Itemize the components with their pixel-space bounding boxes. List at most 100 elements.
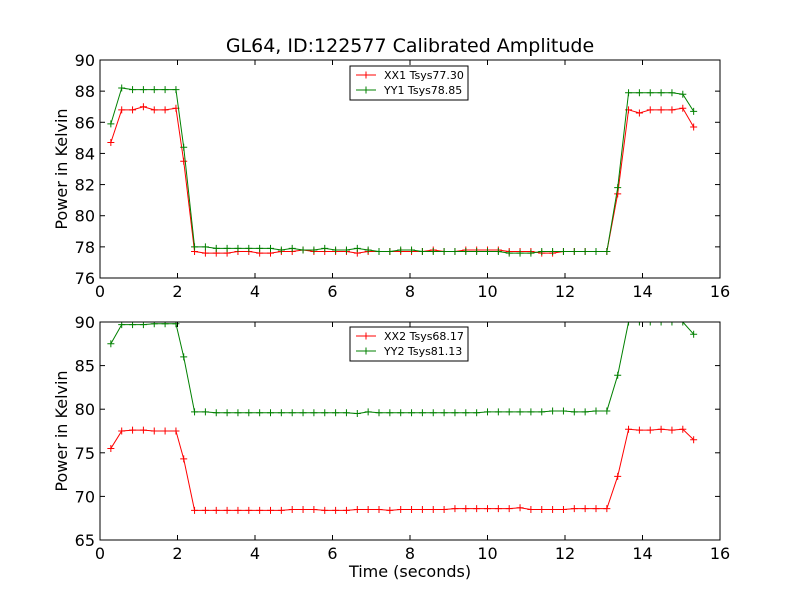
data-point [635, 89, 643, 97]
legend-marker [362, 332, 370, 340]
x-tick-label: 0 [95, 282, 105, 301]
data-point [180, 455, 188, 463]
x-tick-label: 10 [477, 544, 497, 563]
data-point [150, 322, 158, 328]
data-point [538, 505, 546, 513]
data-point [549, 505, 557, 513]
series-2-group [107, 84, 698, 257]
data-point [321, 244, 329, 252]
y-tick-label: 70 [75, 487, 95, 506]
data-point [150, 106, 158, 114]
y-tick-label: 90 [75, 313, 95, 332]
data-point [172, 86, 180, 94]
data-point [559, 407, 567, 415]
data-point [299, 505, 307, 513]
data-point [310, 505, 318, 513]
data-point [161, 427, 169, 435]
data-point [397, 246, 405, 254]
data-point [570, 248, 578, 256]
data-point [527, 249, 535, 257]
legend-label: YY1 Tsys78.85 [383, 84, 462, 97]
data-point [277, 409, 285, 417]
data-point [484, 505, 491, 513]
data-point [267, 409, 274, 417]
data-point [201, 249, 209, 257]
data-point [342, 506, 350, 514]
data-point [129, 426, 137, 434]
data-point [505, 249, 513, 257]
data-point [614, 190, 622, 198]
data-point [408, 505, 416, 513]
data-point [538, 248, 546, 256]
x-tick-label: 12 [555, 282, 575, 301]
data-point [559, 248, 567, 256]
data-point [118, 84, 126, 92]
y-tick-label: 65 [75, 531, 95, 550]
data-point [256, 244, 264, 252]
y-tick-label: 75 [75, 444, 95, 463]
x-tick-label: 14 [632, 544, 652, 563]
x-tick-label: 2 [172, 282, 182, 301]
data-point [603, 505, 611, 513]
data-point [484, 248, 491, 256]
data-point [614, 472, 622, 480]
legend-marker [362, 347, 370, 355]
data-point [516, 504, 524, 512]
data-point [386, 506, 394, 514]
data-point [516, 249, 524, 257]
data-point [161, 106, 169, 114]
legend-label: YY2 Tsys81.13 [383, 345, 462, 358]
x-tick-label: 2 [172, 544, 182, 563]
data-point [139, 103, 147, 111]
x-tick-label: 4 [250, 544, 260, 563]
data-point [690, 330, 698, 338]
data-point [267, 506, 274, 514]
data-point [646, 89, 654, 97]
data-point [462, 505, 470, 513]
data-point [657, 322, 665, 326]
y-tick-label: 80 [75, 207, 95, 226]
data-point [592, 505, 600, 513]
data-point [191, 408, 199, 416]
data-point [505, 505, 513, 513]
data-point [570, 408, 578, 416]
data-point [321, 506, 329, 514]
data-point [527, 408, 535, 416]
data-point [223, 506, 231, 514]
data-point [107, 340, 115, 348]
data-point [150, 427, 158, 435]
data-point [212, 506, 220, 514]
data-point [592, 407, 600, 415]
data-point [201, 408, 209, 416]
data-point [451, 409, 459, 417]
legend-marker [362, 71, 370, 79]
data-point [201, 506, 209, 514]
x-axis-label: Time (seconds) [348, 562, 471, 581]
data-point [107, 444, 115, 452]
data-point [668, 106, 676, 114]
data-point [180, 143, 188, 151]
data-point [408, 409, 416, 417]
data-point [668, 426, 676, 434]
y-tick-label: 86 [75, 113, 95, 132]
subplot-2: 0 2 4 6 8 10 12 14 16 65 70 75 80 85 90 Power in Kelvin… [52, 313, 730, 581]
data-point [201, 243, 209, 251]
data-point [180, 353, 188, 361]
data-point [353, 244, 361, 252]
data-point [570, 505, 578, 513]
y-tick-label: 85 [75, 357, 95, 376]
data-point [494, 408, 502, 416]
legend: XX2 Tsys68.17 YY2 Tsys81.13 [349, 326, 469, 362]
data-point [635, 322, 643, 326]
y-tick-label: 76 [75, 269, 95, 288]
x-tick-label: 8 [405, 544, 415, 563]
data-point [212, 244, 220, 252]
data-point [364, 505, 372, 513]
data-point [614, 371, 622, 379]
data-point [299, 409, 307, 417]
y-tick-label: 82 [75, 176, 95, 195]
data-point [473, 248, 481, 256]
data-point [353, 505, 361, 513]
data-point [679, 90, 687, 98]
y-tick-label: 78 [75, 238, 95, 257]
